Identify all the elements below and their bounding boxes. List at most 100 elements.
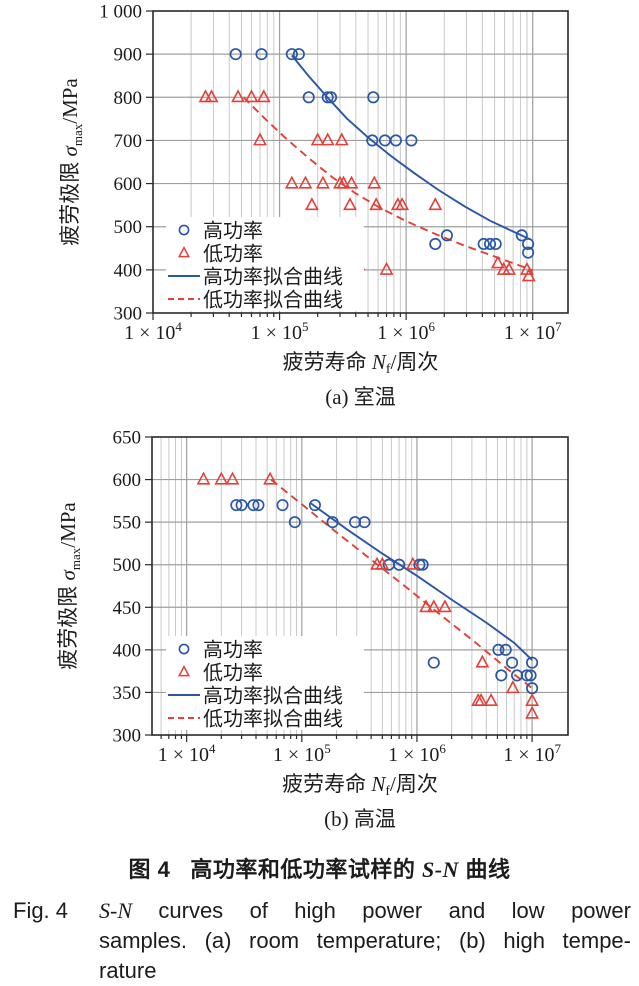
caption-en-line2: samples. (a) room temperature; (b) high … (99, 928, 631, 953)
legend-label: 低功率拟合曲线 (203, 289, 343, 312)
y-tick-label: 450 (113, 598, 142, 619)
data-point-circle (367, 91, 380, 104)
data-point-circle (230, 499, 243, 512)
data-point-circle (358, 516, 371, 529)
low-power-fit-line (270, 478, 533, 689)
data-point-triangle (525, 692, 540, 706)
legend-label: 高功率拟合曲线 (203, 685, 343, 708)
data-point-triangle (320, 132, 335, 146)
data-point-circle (522, 246, 535, 259)
high-power-points (230, 499, 539, 695)
legend-item-high-power-fit: 高功率拟合曲线 (168, 685, 343, 708)
legend-label: 高功率 (203, 639, 263, 662)
chart-b: 高功率 低功率 高功率拟合曲线 低功率拟合曲线 1 × 104 1 × 105 1 × 10… (0, 420, 639, 844)
chart-subtitle: (b) 高温 (324, 807, 396, 831)
legend-item-low-power: 低功率 (177, 662, 263, 685)
axis-ticks (146, 10, 534, 320)
caption-title-cn: 高功率和低功率试样的 (190, 857, 422, 882)
data-point-circle (252, 499, 265, 512)
y-tick-label: 800 (114, 88, 143, 109)
data-point-triangle (310, 132, 325, 146)
y-axis-title: 疲劳极限 σmax/MPa (58, 78, 85, 246)
caption-text-en: S-N curves of high power and low power s… (99, 896, 639, 986)
data-point-triangle (521, 268, 536, 282)
data-point-triangle (231, 89, 246, 103)
data-point-circle (526, 656, 539, 669)
data-point-triangle (502, 261, 516, 275)
y-tick-label: 550 (113, 513, 142, 534)
data-point-triangle (225, 471, 240, 485)
data-point-circle (520, 669, 533, 682)
low-power-points (196, 471, 540, 719)
data-point-circle (489, 237, 502, 251)
data-point-triangle (256, 89, 271, 103)
plot-border (151, 436, 569, 736)
data-point-triangle (474, 692, 488, 706)
caption-en-line1: S-N curves of high power and low power (99, 896, 631, 926)
data-point-circle (477, 237, 490, 251)
data-point-triangle (438, 599, 452, 613)
data-point-triangle (395, 197, 410, 211)
y-tick-label: 350 (113, 683, 142, 704)
y-tick-label: 500 (114, 217, 143, 238)
data-point-circle (440, 229, 453, 242)
data-point-circle (522, 237, 535, 251)
data-point-triangle (196, 471, 211, 485)
legend-label: 低功率 (203, 243, 263, 266)
data-point-circle (524, 669, 537, 682)
data-point-circle (389, 134, 402, 147)
legend-label: 高功率 (203, 220, 263, 243)
data-point-circle (285, 48, 298, 61)
x-axis-title: 疲劳寿命 Nf/周次 (283, 350, 439, 377)
legend-label: 低功率 (203, 662, 263, 685)
data-point-circle (366, 134, 379, 147)
data-point-triangle (405, 556, 420, 570)
figure-number-cn: 图 4 (128, 857, 171, 882)
y-tick-label: 600 (114, 174, 143, 195)
data-point-circle (506, 656, 519, 669)
legend-circle-icon (178, 224, 190, 236)
data-point-circle (229, 48, 242, 61)
y-tick-label: 400 (113, 640, 142, 661)
data-point-circle (427, 656, 440, 669)
figure-caption-cn: 图 4 高功率和低功率试样的 S-N 曲线 (0, 852, 639, 884)
data-point-circle (321, 91, 334, 104)
legend-triangle-icon (177, 665, 191, 677)
x-tick-label: 1 × 107 (503, 741, 561, 766)
x-axis-title: 疲劳寿命 Nf/周次 (282, 772, 438, 799)
data-point-triangle (367, 175, 382, 189)
data-point-triangle (490, 255, 505, 269)
y-tick-label: 400 (114, 260, 143, 281)
data-point-circle (429, 237, 442, 251)
data-point-circle (324, 91, 338, 104)
data-point-circle (235, 499, 248, 512)
x-tick-label: 1 × 105 (251, 319, 309, 344)
caption-sn-italic-en: S-N (99, 898, 132, 923)
data-point-triangle (304, 197, 319, 211)
legend-label: 高功率拟合曲线 (203, 266, 343, 289)
figure-number-en: Fig. 4 (13, 898, 69, 923)
data-point-circle (308, 499, 321, 512)
data-point-circle (393, 558, 406, 571)
data-point-circle (276, 499, 289, 512)
data-point-triangle (379, 261, 394, 275)
data-point-triangle (343, 197, 357, 211)
legend-label: 低功率拟合曲线 (203, 708, 343, 731)
legend-item-low-power-fit: 低功率拟合曲线 (168, 289, 343, 312)
y-tick-label: 500 (113, 555, 142, 576)
high-power-points (229, 48, 535, 259)
data-point-circle (255, 48, 268, 61)
y-tick-label: 1 000 (99, 2, 142, 23)
axis-ticks (145, 436, 533, 742)
data-point-triangle (426, 599, 441, 613)
data-point-circle (492, 643, 505, 656)
low-power-fit-line (242, 96, 534, 272)
data-point-circle (349, 516, 362, 529)
x-tick-label: 1 × 106 (377, 319, 435, 344)
data-point-circle (302, 91, 315, 104)
legend-circle-icon (178, 643, 190, 655)
data-point-triangle (244, 89, 259, 103)
legend-item-low-power-fit: 低功率拟合曲线 (168, 708, 343, 731)
